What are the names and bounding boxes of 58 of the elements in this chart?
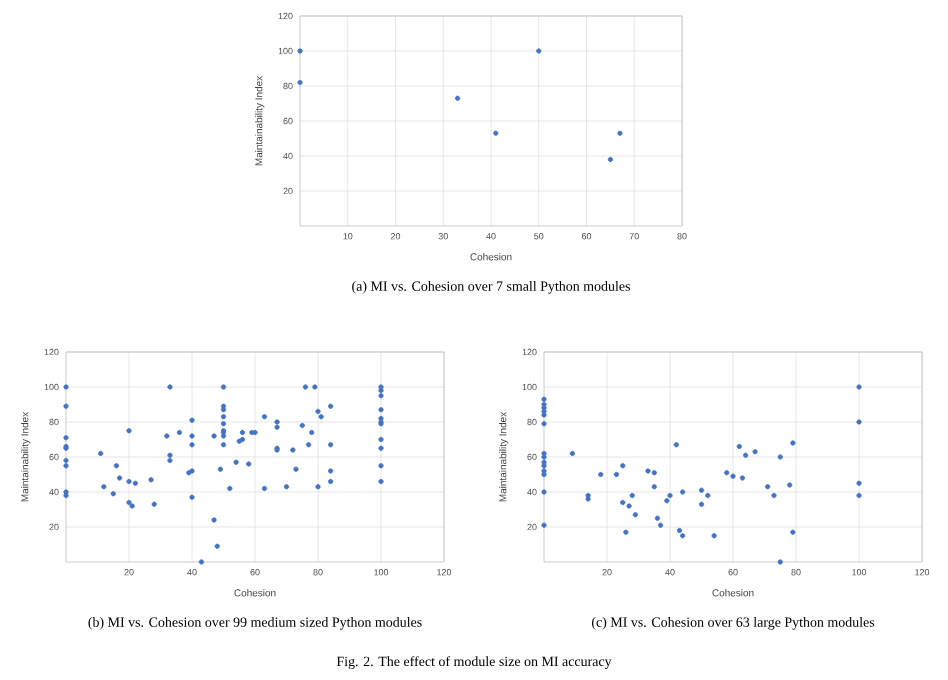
point <box>787 482 793 488</box>
point <box>651 484 657 490</box>
point <box>617 130 623 136</box>
point <box>607 156 613 163</box>
point <box>777 559 783 565</box>
point <box>654 515 661 521</box>
point <box>743 452 749 458</box>
point <box>297 48 303 54</box>
point <box>645 468 651 474</box>
point <box>541 459 547 465</box>
point <box>626 503 632 509</box>
point <box>541 522 547 528</box>
point <box>739 475 746 481</box>
point <box>620 463 626 469</box>
point <box>632 512 638 518</box>
point <box>856 419 862 425</box>
point <box>585 492 591 499</box>
point <box>676 527 683 534</box>
point <box>698 501 705 507</box>
point <box>705 492 711 499</box>
point <box>790 440 796 446</box>
point <box>541 421 547 427</box>
point <box>651 470 657 476</box>
point <box>736 443 742 450</box>
point <box>790 529 796 535</box>
point <box>585 496 591 502</box>
point <box>623 529 629 535</box>
point <box>629 492 635 499</box>
point <box>664 498 670 504</box>
point <box>620 499 626 506</box>
point <box>765 484 771 490</box>
point <box>680 489 686 495</box>
point <box>680 533 686 539</box>
point <box>673 442 679 448</box>
point <box>667 492 673 499</box>
point <box>752 449 758 455</box>
point <box>657 522 664 528</box>
point <box>493 130 499 136</box>
point <box>698 487 705 493</box>
point <box>777 454 783 460</box>
point <box>730 473 736 479</box>
point <box>724 470 730 476</box>
point <box>771 492 777 499</box>
point <box>541 463 547 469</box>
point <box>297 79 303 86</box>
point <box>856 384 862 390</box>
point <box>569 450 575 457</box>
point <box>613 471 620 478</box>
point <box>454 95 461 101</box>
point <box>536 48 542 54</box>
point <box>856 480 862 486</box>
point <box>541 489 547 495</box>
point <box>541 468 547 474</box>
point <box>856 492 862 499</box>
point <box>711 533 717 539</box>
point <box>541 471 547 478</box>
point <box>598 471 604 478</box>
point <box>541 396 547 402</box>
